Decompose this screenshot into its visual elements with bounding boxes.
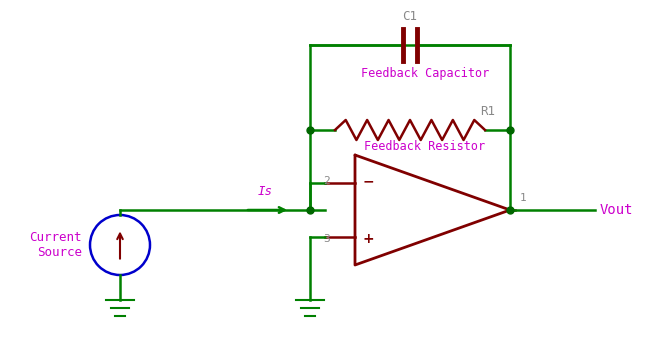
Text: Feedback Resistor: Feedback Resistor — [365, 140, 486, 153]
Text: Vout: Vout — [600, 203, 634, 217]
Text: R1: R1 — [480, 105, 495, 118]
Text: −: − — [363, 174, 374, 188]
Text: +: + — [363, 232, 374, 246]
Text: Current
Source: Current Source — [29, 231, 82, 259]
Text: 1: 1 — [520, 193, 526, 203]
Text: 2: 2 — [324, 176, 330, 186]
Text: Feedback Capacitor: Feedback Capacitor — [361, 67, 489, 80]
Text: Is: Is — [257, 185, 272, 198]
Text: 3: 3 — [324, 234, 330, 244]
Text: C1: C1 — [402, 10, 417, 23]
